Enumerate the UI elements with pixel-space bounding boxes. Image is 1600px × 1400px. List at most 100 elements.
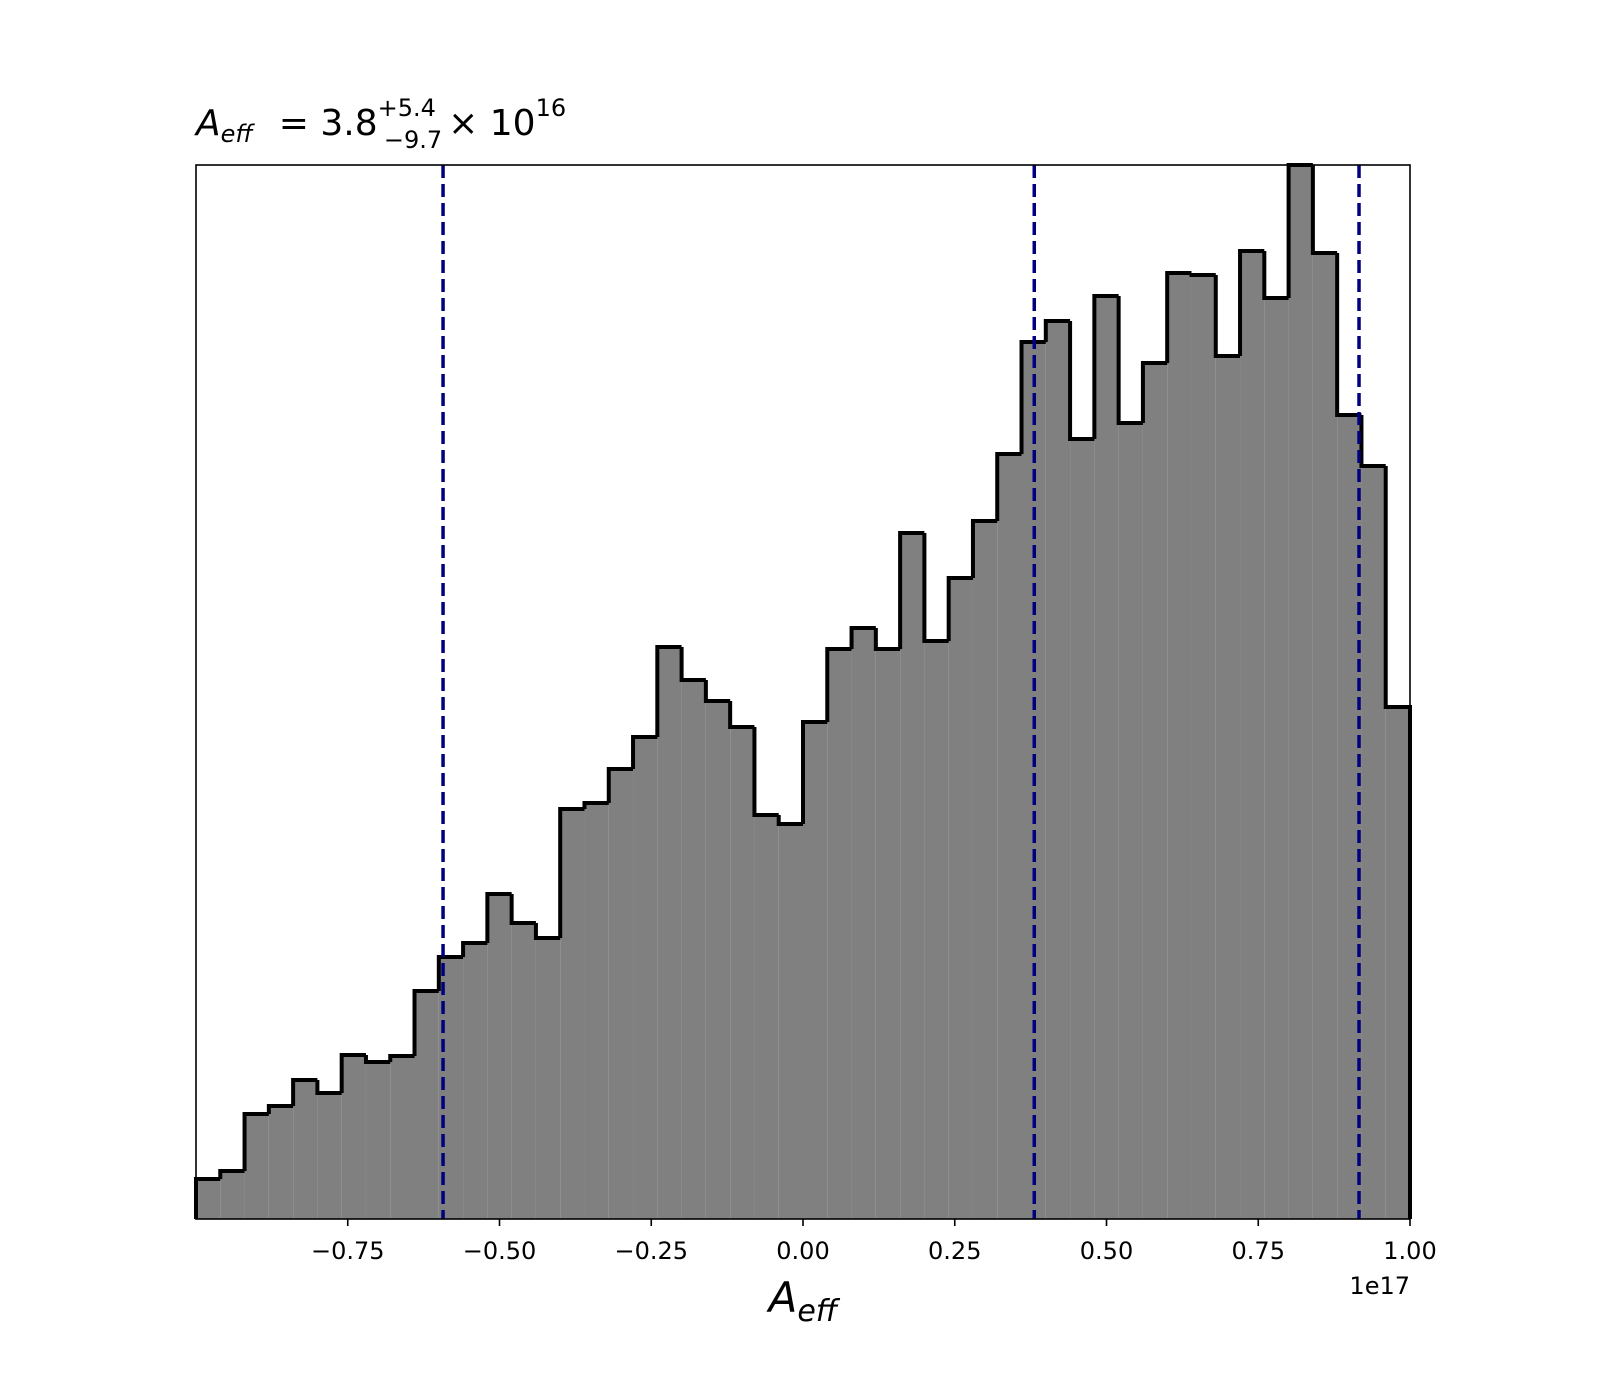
histogram-outline <box>946 576 973 641</box>
histogram-outline <box>1213 275 1241 358</box>
x-tick-label: 0.00 <box>776 1237 829 1265</box>
title-subscript: eff <box>221 120 256 148</box>
x-tick-label: −0.25 <box>614 1237 688 1265</box>
histogram-bar <box>196 1179 221 1219</box>
histogram-bar <box>608 769 634 1219</box>
histogram-bar <box>584 803 609 1219</box>
histogram-bar <box>1264 298 1289 1219</box>
histogram-outline <box>1092 294 1119 439</box>
histogram-bar <box>900 533 925 1219</box>
title-times: × 10 <box>448 103 535 144</box>
histogram-bar <box>390 1056 415 1219</box>
histogram-bar <box>997 454 1022 1219</box>
histogram-bar <box>851 628 876 1219</box>
histogram-outline <box>412 989 439 1056</box>
plot-area: −0.75 −0.50 −0.25 0.00 0.25 0.50 0.75 1.00 <box>194 163 1437 1265</box>
x-tick-label: 1.00 <box>1383 1237 1436 1265</box>
histogram-bar <box>778 824 803 1219</box>
histogram-bar <box>1118 423 1143 1219</box>
histogram-outline <box>631 735 658 769</box>
histogram-outline <box>606 767 634 803</box>
histogram-bar <box>365 1062 391 1219</box>
histogram-outline <box>242 1112 269 1171</box>
histogram-outline <box>315 1080 342 1095</box>
histogram-outline <box>801 720 828 824</box>
histogram-bar <box>1215 356 1241 1219</box>
histogram-bar <box>754 815 779 1219</box>
histogram-outline <box>655 645 682 737</box>
histogram-bar <box>633 737 658 1219</box>
histogram-outline <box>703 680 731 703</box>
histogram-outline <box>218 1169 245 1179</box>
histogram-outline <box>339 1053 366 1093</box>
histogram-outline <box>363 1055 391 1064</box>
x-tick-label: −0.75 <box>311 1237 385 1265</box>
histogram-bar <box>1361 466 1386 1219</box>
histogram-outline <box>849 626 876 649</box>
histogram-bar <box>1094 296 1119 1219</box>
histogram-bar <box>924 641 949 1219</box>
histogram-bar <box>1142 363 1168 1219</box>
histogram-outline <box>728 701 755 729</box>
histogram-outline <box>533 923 561 940</box>
title-text: = 3.8 <box>279 103 378 144</box>
histogram-bar <box>803 722 828 1219</box>
histogram-bar <box>875 649 901 1219</box>
histogram-bar <box>1191 275 1216 1219</box>
histogram-bar <box>414 991 439 1219</box>
histogram-bar <box>730 727 755 1219</box>
title-symbol: A <box>194 103 221 144</box>
histogram-bar <box>1312 253 1338 1219</box>
histogram-bar <box>317 1093 342 1219</box>
histogram-outline <box>1359 415 1386 468</box>
histogram-bar <box>948 578 973 1219</box>
histogram-outline <box>1019 340 1046 454</box>
histogram-bar <box>341 1055 366 1219</box>
xlabel-subscript: eff <box>797 1294 840 1329</box>
histogram-outline <box>922 533 949 643</box>
histogram-outline <box>1140 361 1168 423</box>
histogram-outline <box>436 955 464 991</box>
histogram-bar <box>1288 165 1313 1219</box>
histogram-bar <box>972 521 998 1219</box>
title-upper: +5.4 <box>378 94 436 122</box>
histogram-bar <box>220 1171 245 1219</box>
histogram-bar <box>268 1106 294 1219</box>
histogram-outline <box>461 941 488 957</box>
histogram-bar <box>560 809 585 1219</box>
histogram-outline <box>1068 321 1095 441</box>
histogram-outline <box>1043 319 1071 342</box>
xlabel-symbol: A <box>766 1273 798 1322</box>
histogram-outline <box>995 452 1022 521</box>
histogram-bar <box>463 943 488 1219</box>
x-tick-label: 0.25 <box>928 1237 981 1265</box>
histogram-outline <box>1189 273 1216 277</box>
histogram-bar <box>487 894 512 1219</box>
histogram-bar <box>705 701 731 1219</box>
histogram-bar <box>1240 251 1265 1219</box>
x-offset-label: 1e17 <box>1349 1272 1410 1300</box>
histogram-outline <box>679 647 706 682</box>
histogram-bar <box>293 1080 318 1219</box>
x-tick-label: 0.50 <box>1080 1237 1133 1265</box>
histogram-bar <box>1045 321 1071 1219</box>
histogram-bar <box>657 647 682 1219</box>
x-axis-label: Aeff <box>766 1273 841 1329</box>
title-lower: −9.7 <box>384 126 442 154</box>
histogram-outline <box>266 1104 294 1114</box>
histogram-outline <box>752 727 779 817</box>
histogram-bar <box>535 938 561 1219</box>
histogram-outline <box>582 801 609 809</box>
histogram-outline <box>1116 296 1143 425</box>
histogram-outline <box>1262 251 1289 300</box>
histogram-bar <box>1385 707 1410 1219</box>
histogram-bar <box>1070 439 1095 1219</box>
histogram-outline <box>1335 253 1362 417</box>
x-tick-label: 0.75 <box>1232 1237 1285 1265</box>
histogram-bar <box>511 923 536 1219</box>
histogram-outline <box>558 807 585 938</box>
histogram-outline <box>388 1054 415 1062</box>
histogram-bar <box>827 649 852 1219</box>
title-exponent: 16 <box>536 94 567 122</box>
